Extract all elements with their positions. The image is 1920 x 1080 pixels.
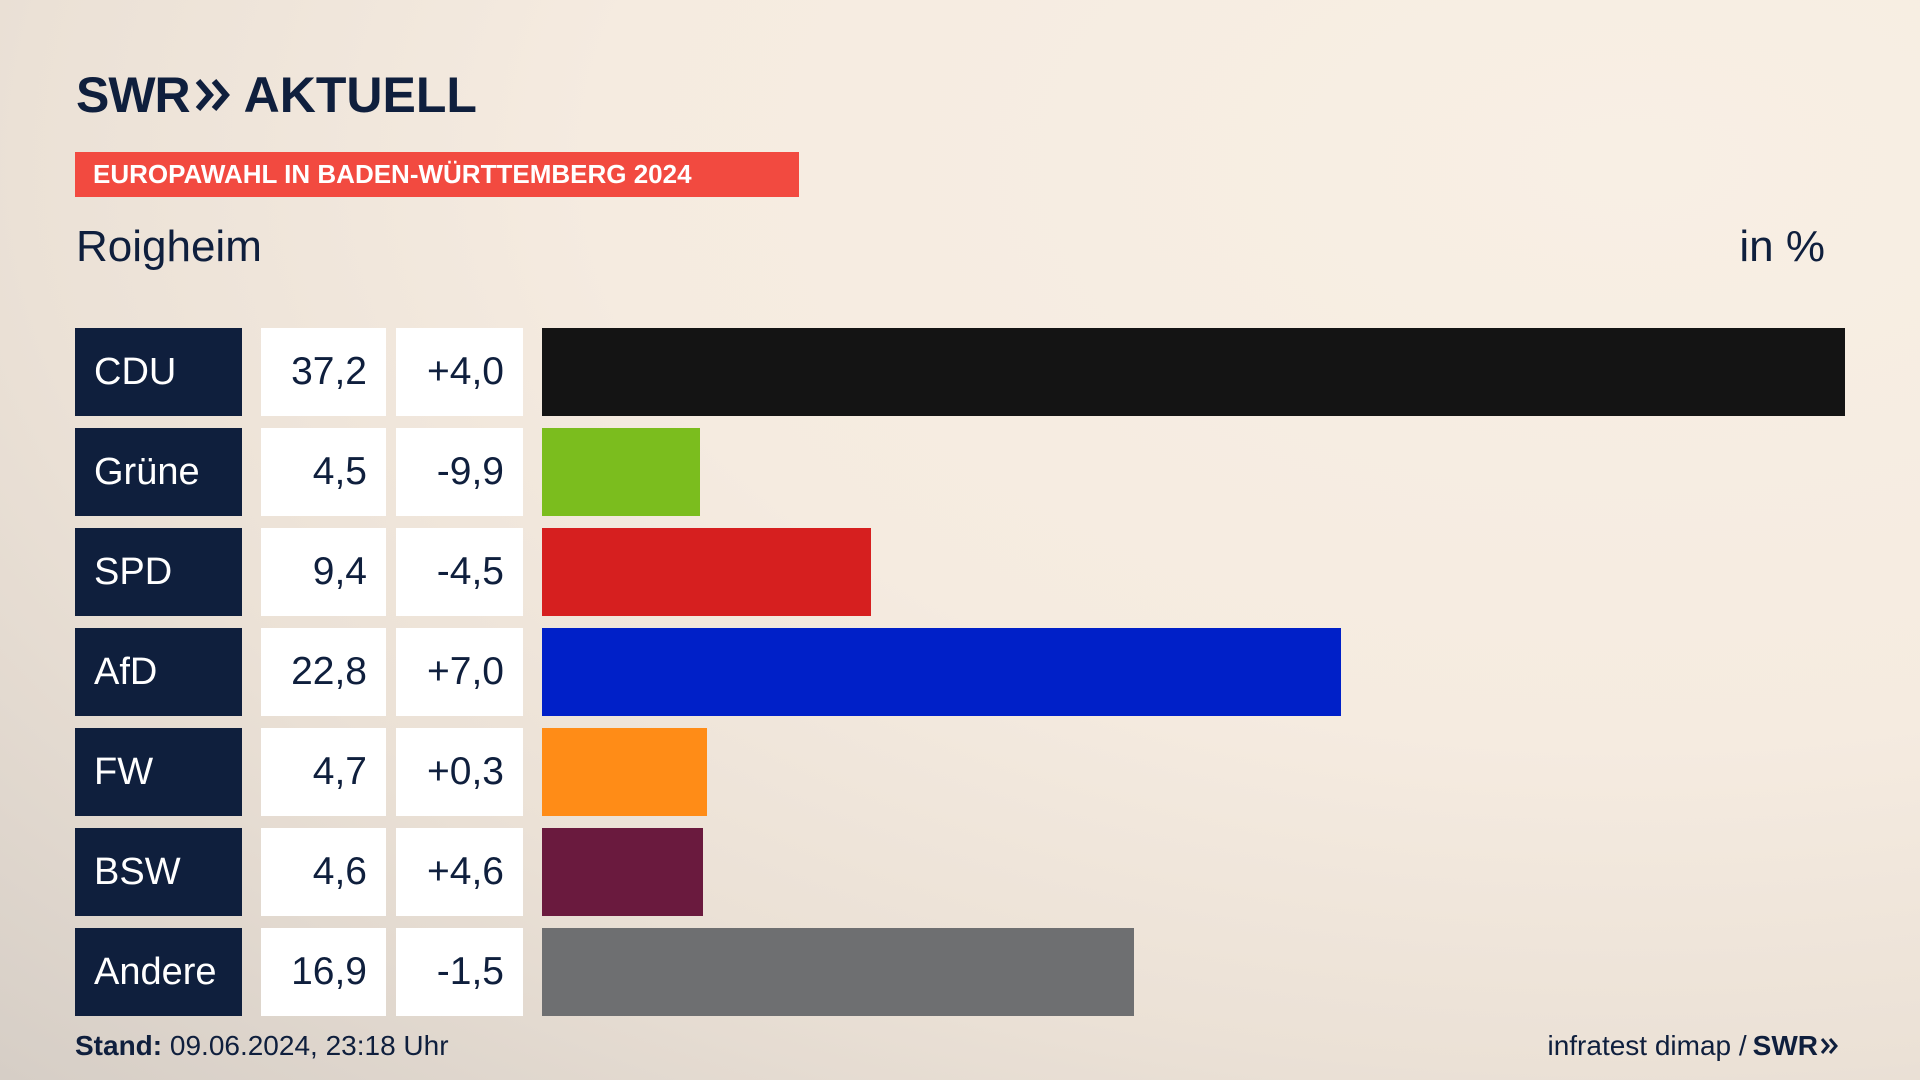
change-label: +4,6 xyxy=(396,828,523,916)
source-text: infratest dimap / xyxy=(1547,1030,1747,1061)
location-title: Roigheim xyxy=(76,222,262,271)
vote-share-label: 22,8 xyxy=(261,628,386,716)
timestamp: Stand: 09.06.2024, 23:18 Uhr xyxy=(75,1030,449,1062)
change-label: -1,5 xyxy=(396,928,523,1016)
source-credit: infratest dimap / SWR xyxy=(1547,1030,1842,1062)
result-row: AfD 22,8 +7,0 xyxy=(75,628,1845,716)
party-label: BSW xyxy=(75,828,242,916)
bar-andere xyxy=(542,928,1134,1016)
stand-label: Stand: xyxy=(75,1030,163,1061)
vote-share-label: 4,7 xyxy=(261,728,386,816)
result-row: FW 4,7 +0,3 xyxy=(75,728,1845,816)
logo-swr-text: SWR xyxy=(76,67,191,123)
bar-cdu xyxy=(542,328,1845,416)
unit-label: in % xyxy=(1739,222,1825,271)
vote-share-label: 37,2 xyxy=(261,328,386,416)
bar-bsw xyxy=(542,828,703,916)
result-row: BSW 4,6 +4,6 xyxy=(75,828,1845,916)
change-label: -4,5 xyxy=(396,528,523,616)
bar-grüne xyxy=(542,428,700,516)
bar-spd xyxy=(542,528,871,616)
source-swr: SWR xyxy=(1752,1030,1818,1061)
double-chevron-icon xyxy=(195,79,230,111)
vote-share-label: 16,9 xyxy=(261,928,386,1016)
result-row: CDU 37,2 +4,0 xyxy=(75,328,1845,416)
bar-fw xyxy=(542,728,707,816)
election-banner: EUROPAWAHL IN BADEN-WÜRTTEMBERG 2024 xyxy=(75,152,799,197)
change-label: -9,9 xyxy=(396,428,523,516)
change-label: +4,0 xyxy=(396,328,523,416)
party-label: SPD xyxy=(75,528,242,616)
change-label: +0,3 xyxy=(396,728,523,816)
result-row: SPD 9,4 -4,5 xyxy=(75,528,1845,616)
party-label: Grüne xyxy=(75,428,242,516)
result-row: Grüne 4,5 -9,9 xyxy=(75,428,1845,516)
result-row: Andere 16,9 -1,5 xyxy=(75,928,1845,1016)
swr-aktuell-logo: SWR AKTUELL xyxy=(76,66,477,124)
change-label: +7,0 xyxy=(396,628,523,716)
party-label: CDU xyxy=(75,328,242,416)
stand-value: 09.06.2024, 23:18 Uhr xyxy=(169,1030,449,1061)
party-label: FW xyxy=(75,728,242,816)
party-label: AfD xyxy=(75,628,242,716)
vote-share-label: 4,6 xyxy=(261,828,386,916)
bar-afd xyxy=(542,628,1341,716)
logo-aktuell-text: AKTUELL xyxy=(243,67,477,123)
vote-share-label: 4,5 xyxy=(261,428,386,516)
party-label: Andere xyxy=(75,928,242,1016)
vote-share-label: 9,4 xyxy=(261,528,386,616)
double-chevron-icon xyxy=(1820,1038,1838,1054)
